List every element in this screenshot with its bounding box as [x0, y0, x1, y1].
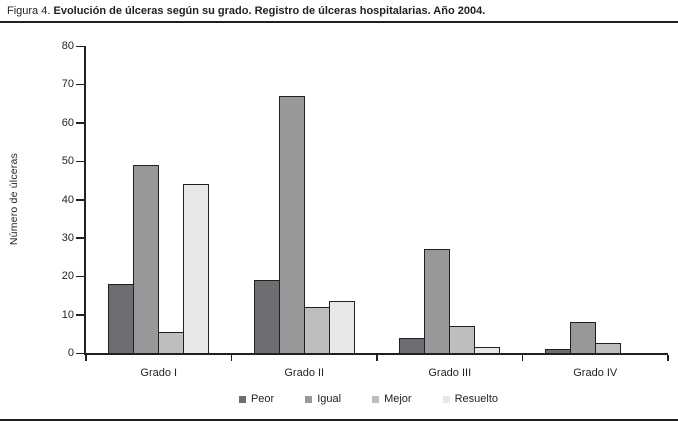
bar-mejor-grado-ii: [303, 306, 330, 353]
x-tick-4: [667, 355, 669, 361]
bar-resuelto-grado-i: [183, 184, 210, 353]
bar-group-grado-iv: [523, 46, 669, 353]
legend-label-peor: Peor: [250, 393, 275, 405]
y-tick-10: [76, 314, 84, 316]
bar-peor-grado-i: [108, 283, 135, 353]
bar-group-grado-i: [86, 46, 232, 353]
bar-group-grado-ii: [232, 46, 378, 353]
category-label-grado-i: Grado I: [140, 367, 178, 379]
y-tick-label-50: 50: [61, 155, 74, 168]
legend: Peor Igual Mejor Resuelto: [77, 393, 660, 405]
y-tick-label-0: 0: [67, 347, 74, 359]
legend-swatch-resuelto: [442, 395, 450, 403]
bar-igual-grado-i: [133, 164, 160, 353]
y-tick-40: [76, 199, 84, 201]
y-tick-80: [76, 45, 84, 47]
category-labels: Grado I Grado II Grado III Grado IV: [86, 367, 668, 379]
bar-resuelto-grado-ii: [328, 301, 355, 353]
bar-peor-grado-iii: [399, 337, 426, 353]
y-tick-label-30: 30: [61, 231, 74, 244]
y-axis-title: Número de úlceras: [4, 46, 24, 353]
y-axis-title-text: Número de úlceras: [8, 153, 20, 246]
y-tick-label-80: 80: [61, 40, 74, 52]
x-tick-2: [376, 355, 378, 361]
y-tick-70: [76, 83, 84, 86]
legend-swatch-peor: [238, 395, 246, 403]
bar-groups: [86, 46, 668, 353]
category-label-grado-iv: Grado IV: [573, 367, 618, 379]
category-label-grado-ii: Grado II: [284, 367, 325, 379]
y-axis-line: [84, 46, 86, 355]
title-rule: [0, 21, 678, 23]
bar-peor-grado-iv: [544, 349, 571, 353]
bar-igual-grado-iv: [569, 322, 596, 353]
bar-igual-grado-iii: [424, 249, 451, 353]
legend-item-mejor: Mejor: [372, 393, 412, 405]
y-tick-30: [76, 237, 84, 239]
y-tick-label-40: 40: [61, 193, 74, 206]
legend-item-peor: Peor: [238, 393, 275, 405]
y-tick-60: [76, 122, 84, 124]
bar-group-grado-iii: [377, 46, 523, 353]
legend-swatch-mejor: [372, 395, 380, 403]
bar-mejor-grado-iii: [449, 326, 476, 353]
legend-label-igual: Igual: [317, 393, 342, 405]
y-tick-20: [76, 275, 84, 278]
legend-swatch-igual: [305, 395, 313, 403]
bar-peor-grado-ii: [253, 280, 280, 353]
x-tick-0: [85, 355, 87, 361]
x-tick-3: [521, 355, 523, 361]
figure-title: Figura 4. Evolución de úlceras según su …: [7, 5, 485, 18]
bottom-rule: [0, 419, 678, 421]
y-tick-label-10: 10: [61, 308, 74, 321]
legend-label-mejor: Mejor: [384, 393, 412, 405]
figure-title-prefix: Figura 4.: [7, 5, 51, 17]
bar-resuelto-grado-iii: [474, 347, 501, 353]
y-tick-50: [76, 160, 84, 163]
y-tick-label-70: 70: [61, 78, 74, 91]
legend-item-resuelto: Resuelto: [442, 393, 499, 405]
plot-area: Grado I Grado II Grado III Grado IV 0 10 20 30…: [62, 40, 669, 379]
bar-mejor-grado-i: [158, 331, 185, 353]
y-tick-0: [76, 352, 84, 354]
legend-item-igual: Igual: [305, 393, 341, 405]
legend-label-resuelto: Resuelto: [454, 393, 499, 405]
bar-igual-grado-ii: [278, 95, 305, 353]
x-axis-line: [84, 353, 668, 355]
figure-title-main: Evolución de úlceras según su grado. Reg…: [53, 5, 486, 17]
bar-mejor-grado-iv: [594, 343, 621, 353]
y-tick-label-60: 60: [61, 116, 74, 129]
category-label-grado-iii: Grado III: [428, 367, 472, 379]
y-tick-label-20: 20: [61, 270, 74, 283]
x-tick-1: [230, 355, 232, 361]
